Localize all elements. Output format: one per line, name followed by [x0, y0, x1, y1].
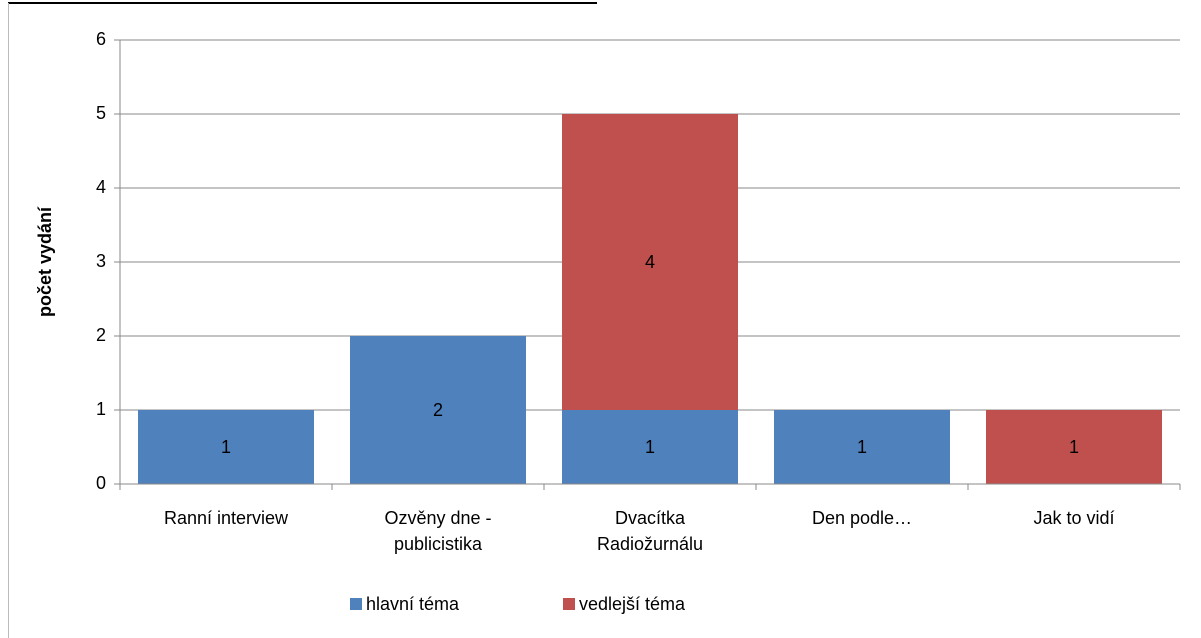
y-tick-label: 5 [96, 103, 106, 123]
x-tick-label: Jak to vidí [1033, 508, 1115, 528]
y-axis-label: počet vydání [35, 206, 55, 317]
legend-label: hlavní téma [366, 594, 460, 614]
bar-segment [986, 410, 1162, 484]
data-label: 1 [857, 437, 867, 457]
y-tick-label: 3 [96, 251, 106, 271]
legend-swatch [350, 598, 362, 610]
data-label: 2 [433, 400, 443, 420]
bar-segment [562, 410, 738, 484]
bar-segment [774, 410, 950, 484]
x-tick-label: Den podle… [811, 508, 913, 528]
data-label: 1 [221, 437, 231, 457]
bar-segment [138, 410, 314, 484]
y-tick-label: 4 [96, 177, 106, 197]
y-tick-label: 1 [96, 399, 106, 419]
data-label: 4 [645, 252, 655, 272]
y-tick-label: 2 [96, 325, 106, 345]
data-label: 1 [645, 437, 655, 457]
y-tick-label: 6 [96, 29, 106, 49]
legend-swatch [563, 598, 575, 610]
x-tick-label: Ranní interview [163, 508, 289, 528]
x-tick-label: Dvacítka Radiožurnálu [596, 508, 704, 554]
bar-segment [562, 114, 738, 410]
data-label: 1 [1069, 437, 1079, 457]
y-tick-label: 0 [96, 473, 106, 493]
bar-segment [350, 336, 526, 484]
x-tick-label: Ozvěny dne - publicistika [384, 508, 492, 554]
legend-label: vedlejší téma [579, 594, 686, 614]
